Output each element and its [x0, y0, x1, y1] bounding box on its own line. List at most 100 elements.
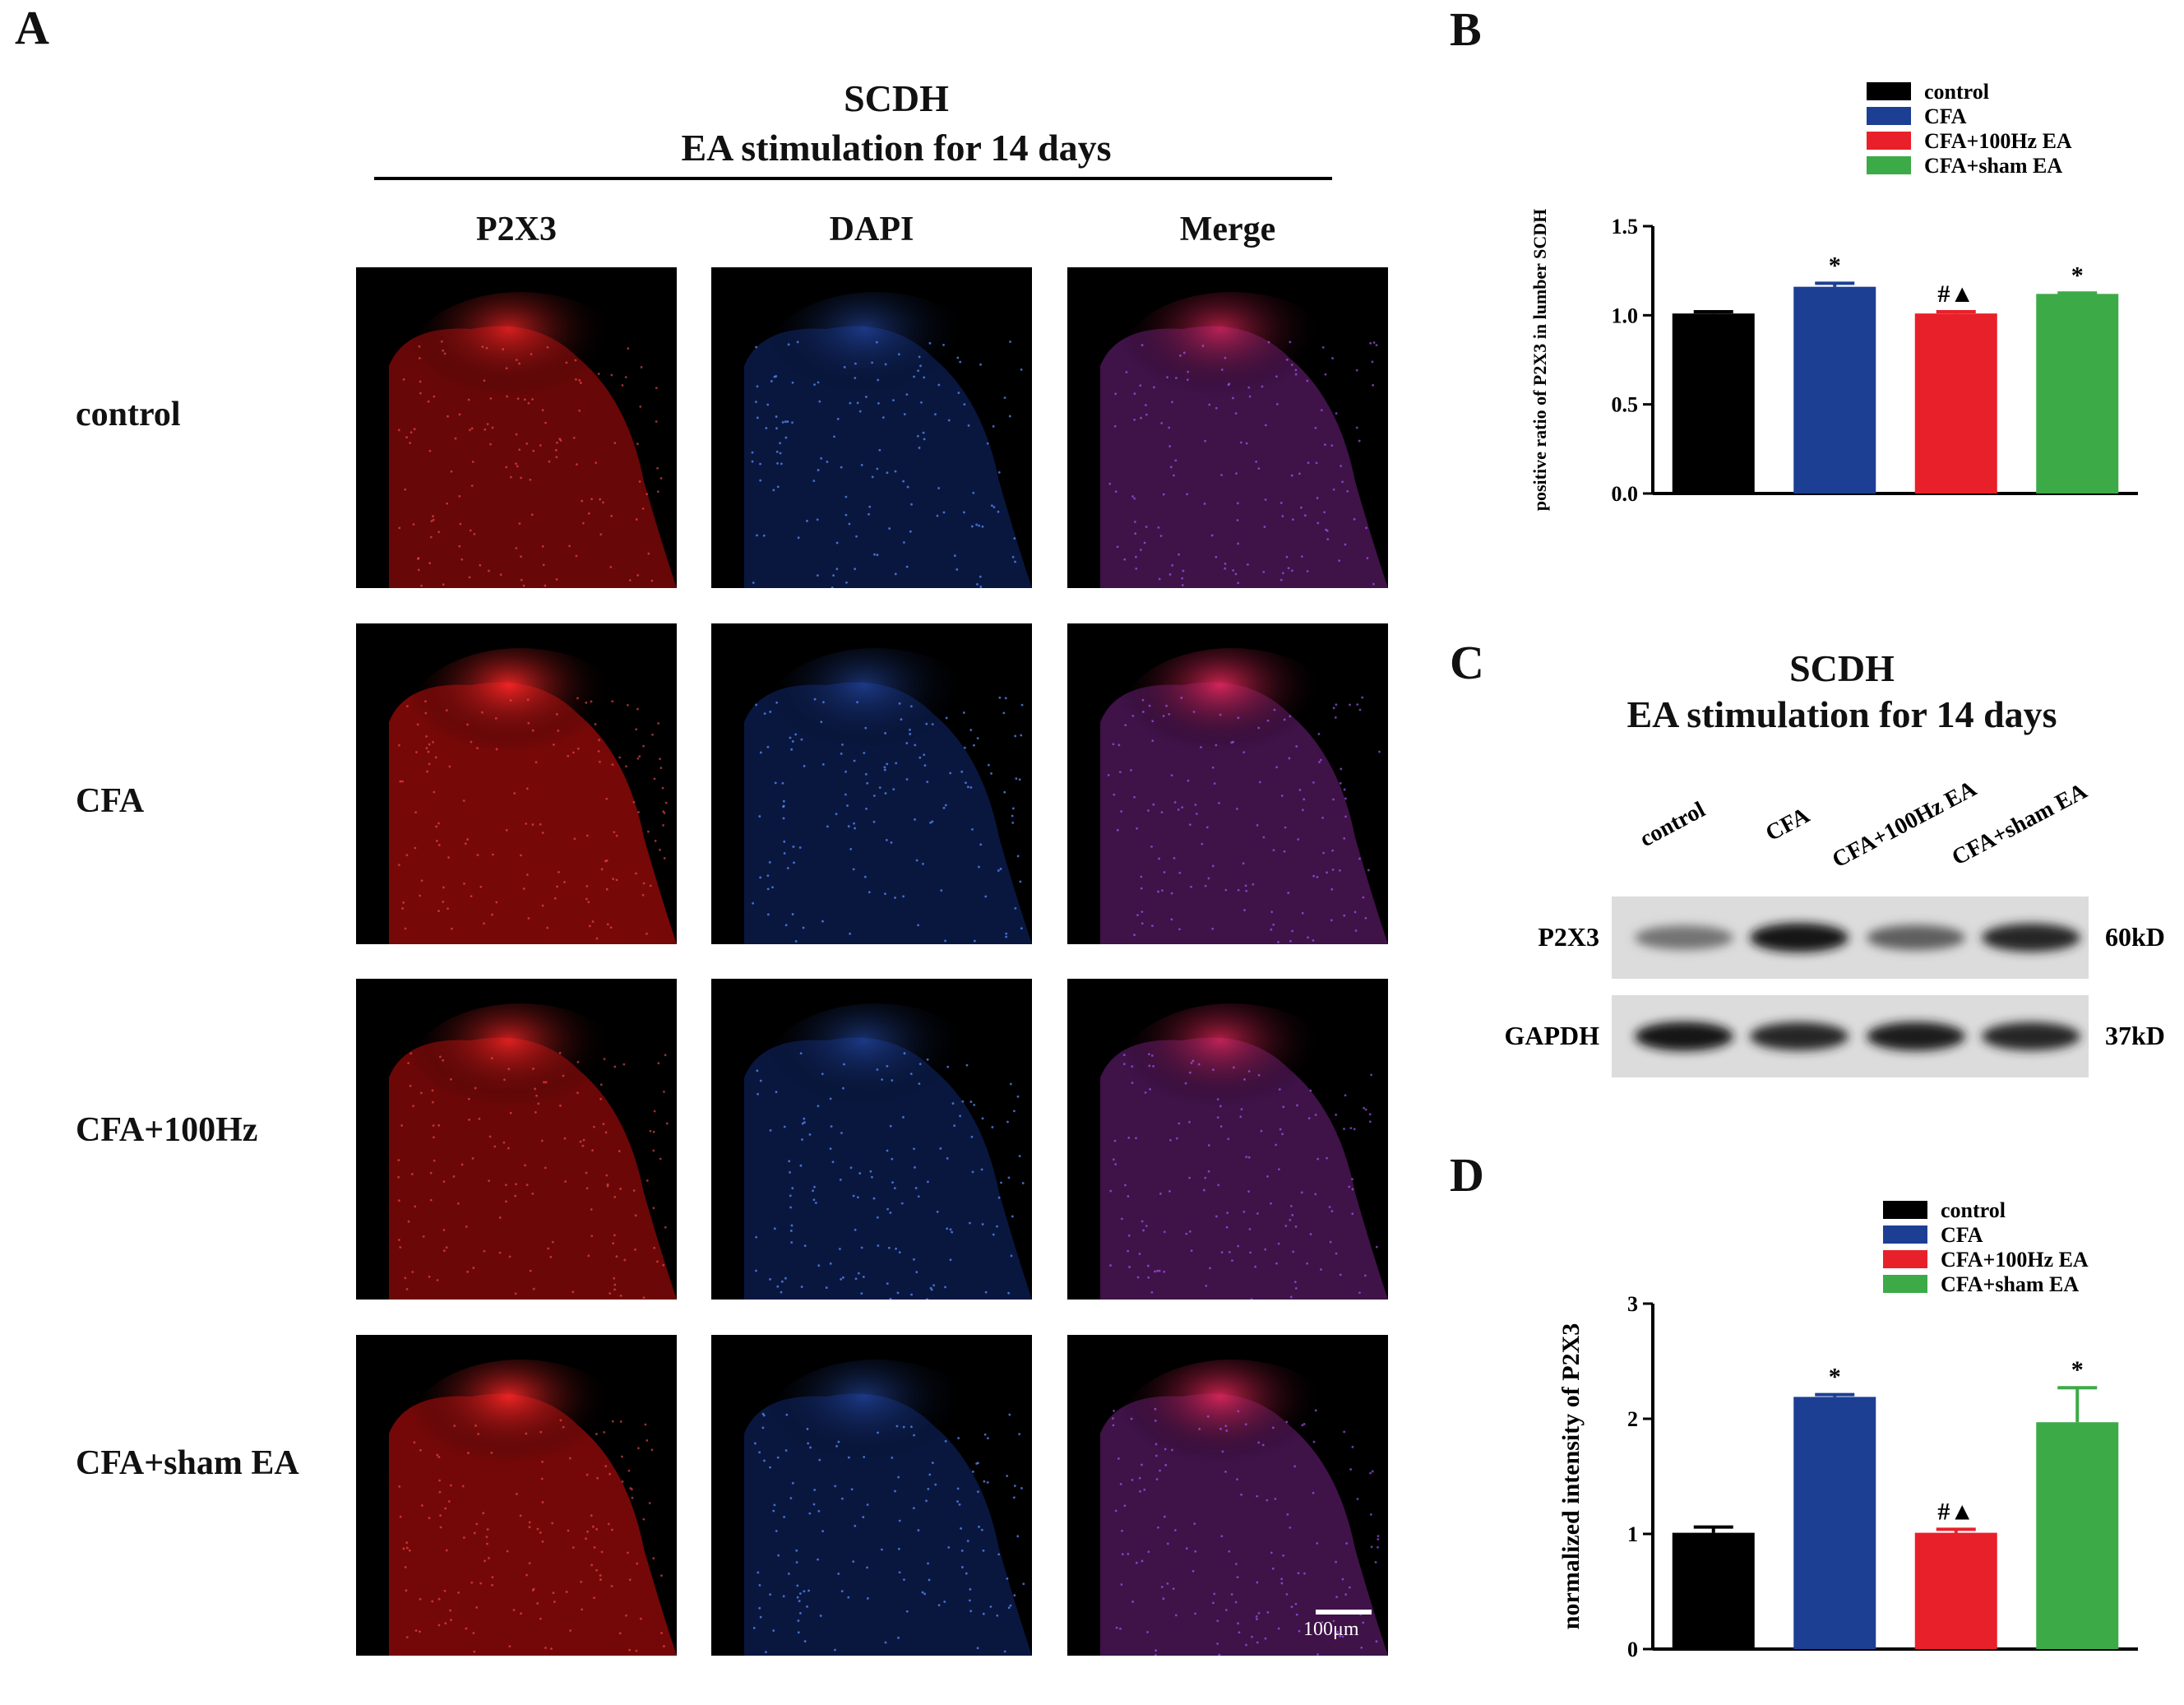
micrograph-cfa-p2x3	[356, 623, 677, 944]
blot-size-label: 60kD	[2105, 922, 2165, 952]
dorsal-horn-arc	[405, 648, 636, 796]
significance-marker: #▲	[1937, 280, 1974, 308]
blot-band	[1867, 924, 1965, 951]
blot-protein-label: P2X3	[1538, 922, 1599, 952]
bar-control	[1672, 1532, 1755, 1649]
bar-CFA	[1793, 1397, 1876, 1649]
legend-swatch	[1883, 1275, 1927, 1293]
significance-marker: *	[2071, 1356, 2084, 1383]
row-label-control: control	[76, 396, 181, 433]
y-tick-label: 1.5	[1612, 215, 1639, 239]
bar-CFA+100Hz EA	[1914, 1532, 1997, 1649]
micrograph-control-merge	[1067, 267, 1388, 588]
column-header-p2x3: P2X3	[476, 211, 557, 248]
panel-b-letter: B	[1450, 2, 1482, 56]
column-header-dapi: DAPI	[829, 211, 914, 248]
legend-swatch	[1867, 107, 1911, 125]
dorsal-horn-arc	[405, 1360, 636, 1508]
bar-CFA+sham EA	[2036, 294, 2119, 493]
panel-a-letter: A	[15, 1, 49, 54]
significance-marker: #▲	[1937, 1498, 1974, 1525]
panel-a-title-line1: SCDH	[844, 77, 949, 119]
y-axis-label: positive ratio of P2X3 in lumber SCDH	[1529, 209, 1550, 511]
y-tick-label: 0	[1627, 1638, 1638, 1661]
bar-CFA+100Hz EA	[1914, 313, 1997, 493]
dorsal-horn-arc	[405, 1003, 636, 1151]
micrograph-control-p2x3	[356, 267, 677, 588]
legend-swatch	[1867, 82, 1911, 100]
blot-band	[1982, 1022, 2080, 1051]
legend-label: CFA	[1924, 104, 1967, 128]
dorsal-horn-arc	[1117, 1003, 1347, 1151]
column-header-merge: Merge	[1179, 211, 1276, 248]
panel-a-title-line2: EA stimulation for 14 days	[681, 127, 1112, 169]
dorsal-horn-arc	[761, 292, 991, 440]
panel-a-title-underline	[374, 177, 1332, 180]
legend-swatch	[1883, 1201, 1927, 1219]
lane-label: control	[1636, 797, 1710, 852]
legend-label: control	[1941, 1198, 2006, 1222]
micrograph-cfa-sham-ea-p2x3	[356, 1335, 677, 1656]
y-tick-label: 0.0	[1612, 482, 1639, 506]
legend-swatch	[1883, 1250, 1927, 1268]
legend-label: CFA+sham EA	[1941, 1272, 2079, 1296]
legend-swatch	[1867, 156, 1911, 174]
legend-label: CFA+100Hz EA	[1924, 129, 2072, 153]
dorsal-horn-arc	[761, 648, 991, 796]
legend-swatch	[1883, 1225, 1927, 1244]
blot-band	[1750, 1022, 1849, 1051]
chart-d: 0 1 2 3 normalized intensity of P2X3 * #▲ * cont…	[1557, 1198, 2138, 1661]
blot-band	[1750, 923, 1849, 952]
chart-b: 0.0 0.5 1.0 1.5 positive ratio of P2X3 in lu…	[1529, 80, 2138, 511]
y-tick-label: 0.5	[1612, 393, 1639, 417]
row-label-cfa: CFA	[76, 782, 145, 820]
panel-c-letter: C	[1450, 636, 1484, 689]
bar-CFA+sham EA	[2036, 1422, 2119, 1649]
micrograph-cfa-100hz-p2x3	[356, 979, 677, 1300]
panel-a-title: SCDH EA stimulation for 14 days	[362, 74, 1431, 173]
row-label-cfa-sham-ea: CFA+sham EA	[76, 1444, 299, 1482]
panel-c-title-line2: EA stimulation for 14 days	[1626, 693, 2057, 735]
micrograph-cfa-dapi	[711, 623, 1032, 944]
micrograph-cfa-100hz-dapi	[711, 979, 1032, 1300]
bar-CFA	[1793, 286, 1876, 493]
y-tick-label: 2	[1627, 1407, 1638, 1431]
panel-c-title: SCDH EA stimulation for 14 days	[1587, 646, 2097, 738]
y-axis-label: normalized intensity of P2X3	[1557, 1323, 1585, 1629]
lane-label: CFA	[1761, 802, 1814, 846]
y-tick-label: 1	[1627, 1522, 1638, 1546]
dorsal-horn-arc	[1117, 648, 1347, 796]
legend-label: CFA+100Hz EA	[1941, 1248, 2089, 1272]
panel-d-letter: D	[1450, 1148, 1484, 1202]
legend-label: CFA	[1941, 1223, 1983, 1247]
blot-band	[1635, 925, 1733, 950]
significance-marker: *	[1829, 252, 1841, 279]
legend-swatch	[1867, 132, 1911, 150]
micrograph-cfa-sham-ea-merge	[1067, 1335, 1388, 1656]
blot-size-label: 37kD	[2105, 1021, 2165, 1050]
dorsal-horn-arc	[1117, 1360, 1347, 1508]
significance-marker: *	[2071, 262, 2084, 289]
y-tick-label: 1.0	[1612, 303, 1639, 327]
legend-label: control	[1924, 80, 1989, 104]
dorsal-horn-arc	[405, 292, 636, 440]
dorsal-horn-arc	[1117, 292, 1347, 440]
legend-label: CFA+sham EA	[1924, 154, 2062, 178]
y-tick-label: 3	[1627, 1292, 1638, 1316]
row-label-cfa-100hz: CFA+100Hz	[76, 1111, 258, 1149]
dorsal-horn-arc	[761, 1003, 991, 1151]
micrograph-cfa-100hz-merge	[1067, 979, 1388, 1300]
dorsal-horn-arc	[761, 1360, 991, 1508]
micrograph-cfa-merge	[1067, 623, 1388, 944]
bar-control	[1672, 313, 1755, 493]
panel-c-title-line1: SCDH	[1789, 647, 1895, 689]
micrograph-control-dapi	[711, 267, 1032, 588]
blot-protein-label: GAPDH	[1505, 1021, 1599, 1050]
significance-marker: *	[1829, 1364, 1841, 1391]
scale-bar	[1316, 1610, 1372, 1615]
blot-band	[1982, 923, 2080, 952]
scale-bar-label: 100μm	[1303, 1619, 1359, 1640]
micrograph-cfa-sham-ea-dapi	[711, 1335, 1032, 1656]
blot-band	[1635, 1022, 1733, 1051]
